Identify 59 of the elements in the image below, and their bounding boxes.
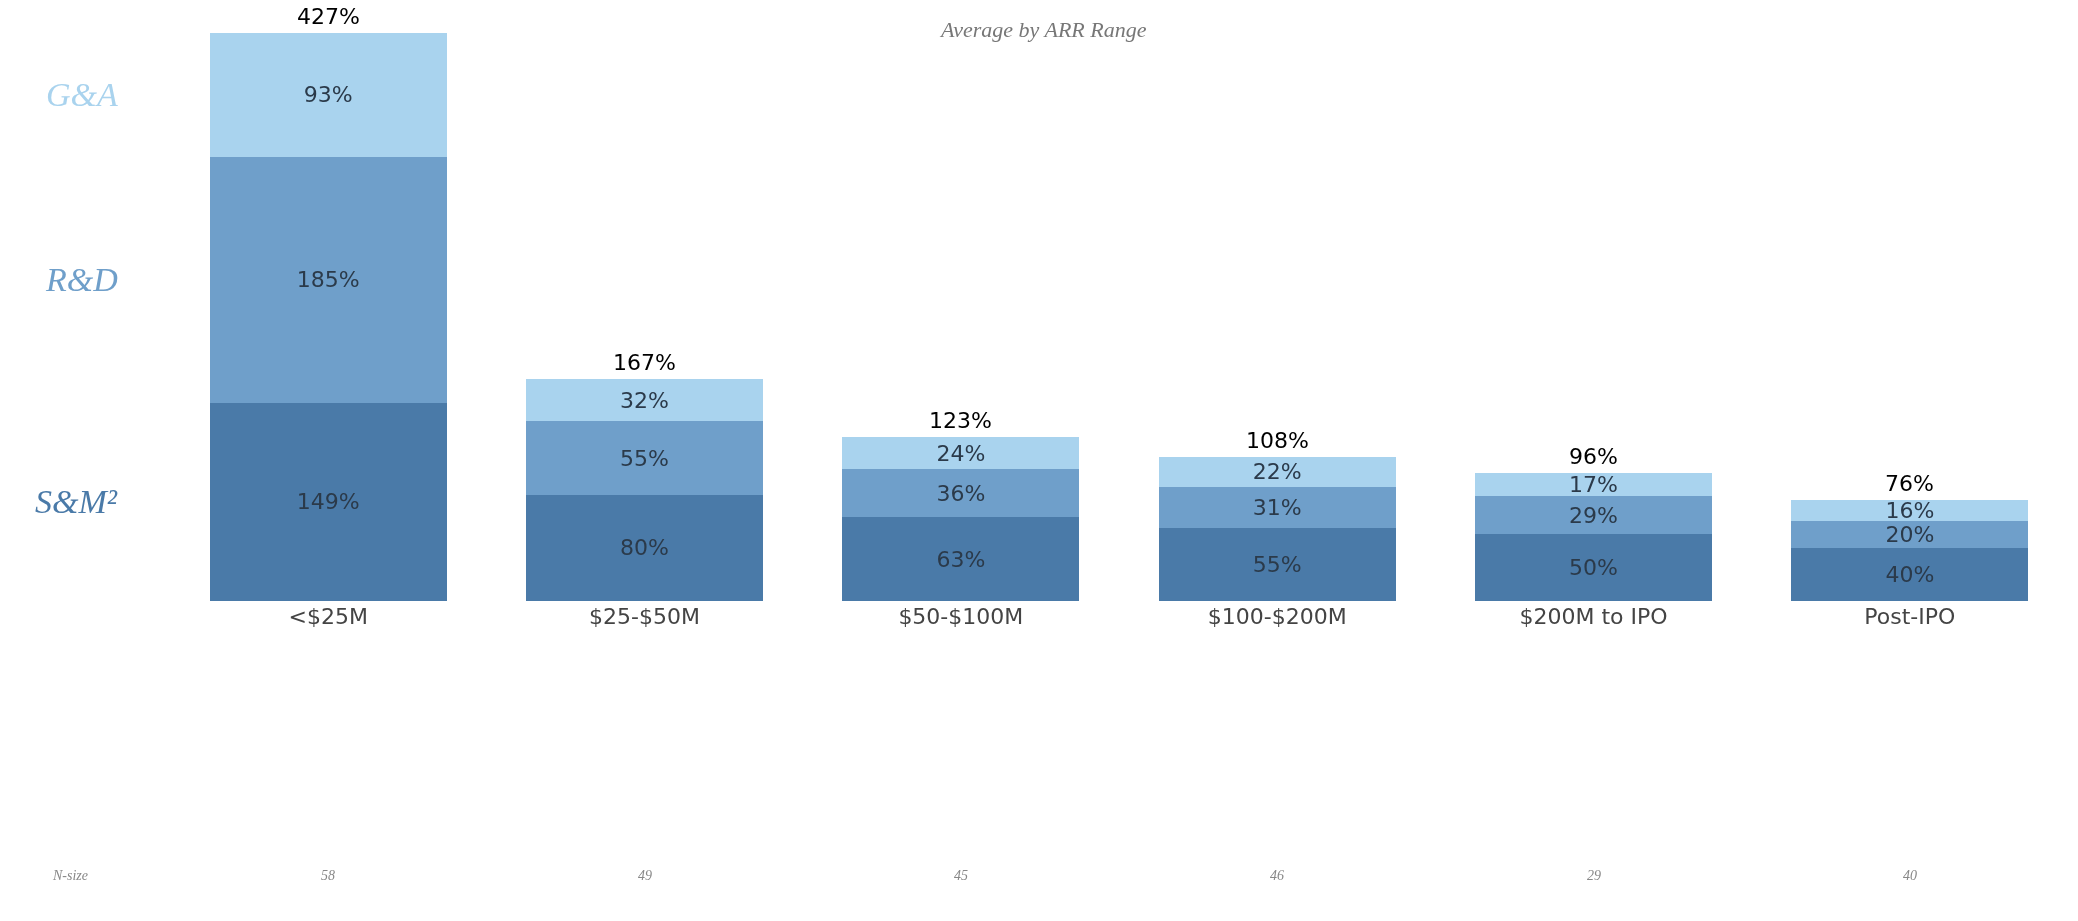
data-label: 55% bbox=[620, 445, 669, 471]
bar bbox=[209, 156, 447, 403]
total-label: 123% bbox=[929, 408, 992, 433]
data-label: 93% bbox=[303, 82, 353, 108]
x-tick-label: Post-IPO bbox=[1864, 604, 1956, 629]
bar bbox=[209, 402, 447, 601]
bar bbox=[1791, 547, 2029, 601]
bar bbox=[1474, 534, 1713, 601]
x-tick-label: <$25M bbox=[288, 604, 368, 629]
data-label: 55% bbox=[1252, 551, 1302, 577]
text: 58 bbox=[321, 868, 335, 883]
data-label: 63% bbox=[936, 546, 986, 572]
bar bbox=[209, 33, 447, 157]
data-label: 16% bbox=[1885, 498, 1935, 524]
text: 46 bbox=[1270, 868, 1284, 883]
text: 40 bbox=[1903, 868, 1917, 883]
total-label: 76% bbox=[1885, 471, 1934, 496]
data-label: 149% bbox=[296, 489, 360, 515]
bar bbox=[1158, 486, 1396, 528]
total-label: 427% bbox=[297, 4, 360, 29]
x-tick-label: $25-$50M bbox=[589, 604, 700, 629]
text: 49 bbox=[638, 868, 652, 883]
data-label: 32% bbox=[620, 387, 669, 413]
data-label: 20% bbox=[1885, 521, 1935, 547]
total-label: 108% bbox=[1246, 428, 1309, 453]
data-label: 185% bbox=[296, 267, 360, 293]
text: S&M² bbox=[35, 483, 118, 520]
data-label: 31% bbox=[1252, 494, 1302, 520]
bar bbox=[1158, 457, 1396, 487]
bar bbox=[842, 517, 1080, 601]
bar bbox=[1791, 499, 2029, 522]
bar bbox=[842, 437, 1080, 470]
data-label: 17% bbox=[1569, 472, 1618, 498]
bar bbox=[1158, 527, 1396, 601]
total-label: 96% bbox=[1569, 444, 1618, 469]
bar bbox=[1474, 473, 1713, 496]
total-label: 167% bbox=[613, 350, 676, 375]
data-label: 29% bbox=[1569, 502, 1618, 528]
data-label: 36% bbox=[936, 480, 986, 506]
bar bbox=[1791, 521, 2029, 548]
bar bbox=[842, 469, 1080, 518]
x-tick-label: $200M to IPO bbox=[1519, 604, 1668, 629]
data-label: 22% bbox=[1252, 459, 1302, 485]
bar bbox=[1474, 495, 1713, 535]
text: R&D bbox=[45, 261, 119, 298]
data-label: 40% bbox=[1885, 561, 1935, 587]
bar bbox=[525, 421, 764, 495]
x-tick-label: $100-$200M bbox=[1207, 604, 1347, 629]
data-label: 50% bbox=[1569, 555, 1618, 581]
chart-subtitle: Average by ARR Range bbox=[939, 17, 1147, 42]
text: N-size bbox=[52, 868, 88, 883]
bar bbox=[525, 378, 764, 422]
bar bbox=[525, 494, 764, 601]
x-tick-label: $50-$100M bbox=[898, 604, 1024, 629]
text: G&A bbox=[46, 76, 118, 113]
text: 45 bbox=[954, 868, 968, 883]
data-label: 24% bbox=[936, 440, 986, 466]
text: 29 bbox=[1587, 868, 1601, 883]
data-label: 80% bbox=[620, 535, 669, 561]
